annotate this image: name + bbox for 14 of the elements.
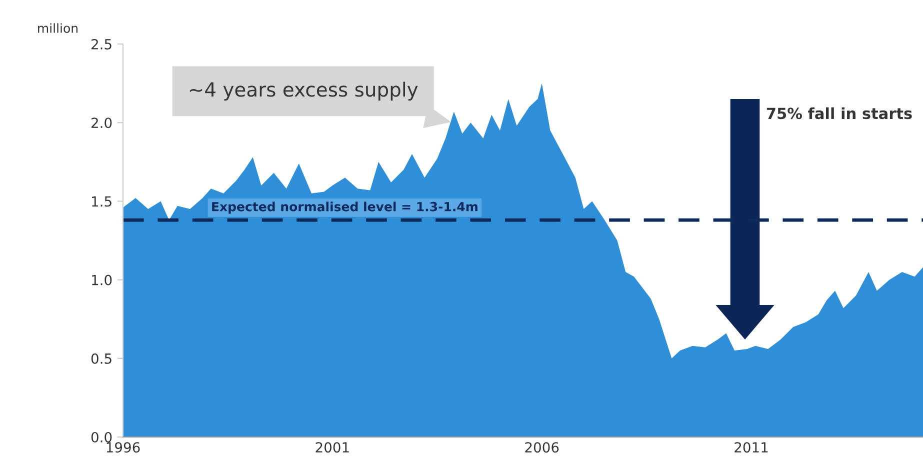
- y-tick-label: 1.0: [92, 274, 112, 286]
- annotation: 75% fall in starts: [766, 107, 912, 120]
- x-tick-label: 2006: [525, 442, 559, 453]
- annotation: Expected normalised level = 1.3-1.4m: [212, 202, 478, 214]
- y-tick-label: 2.0: [92, 118, 112, 128]
- x-tick-label: 1996: [106, 442, 140, 453]
- y-tick-label: 1.5: [92, 196, 112, 207]
- annotation: ~4 years excess supply: [190, 82, 418, 101]
- y-axis-title: million: [38, 23, 78, 33]
- y-tick-label: 0.0: [91, 432, 112, 442]
- y-tick-label: 2.5: [92, 38, 112, 50]
- x-tick-label: 2001: [316, 442, 349, 453]
- y-tick-label: 0.5: [91, 353, 112, 364]
- x-tick-label: 2011: [734, 442, 768, 453]
